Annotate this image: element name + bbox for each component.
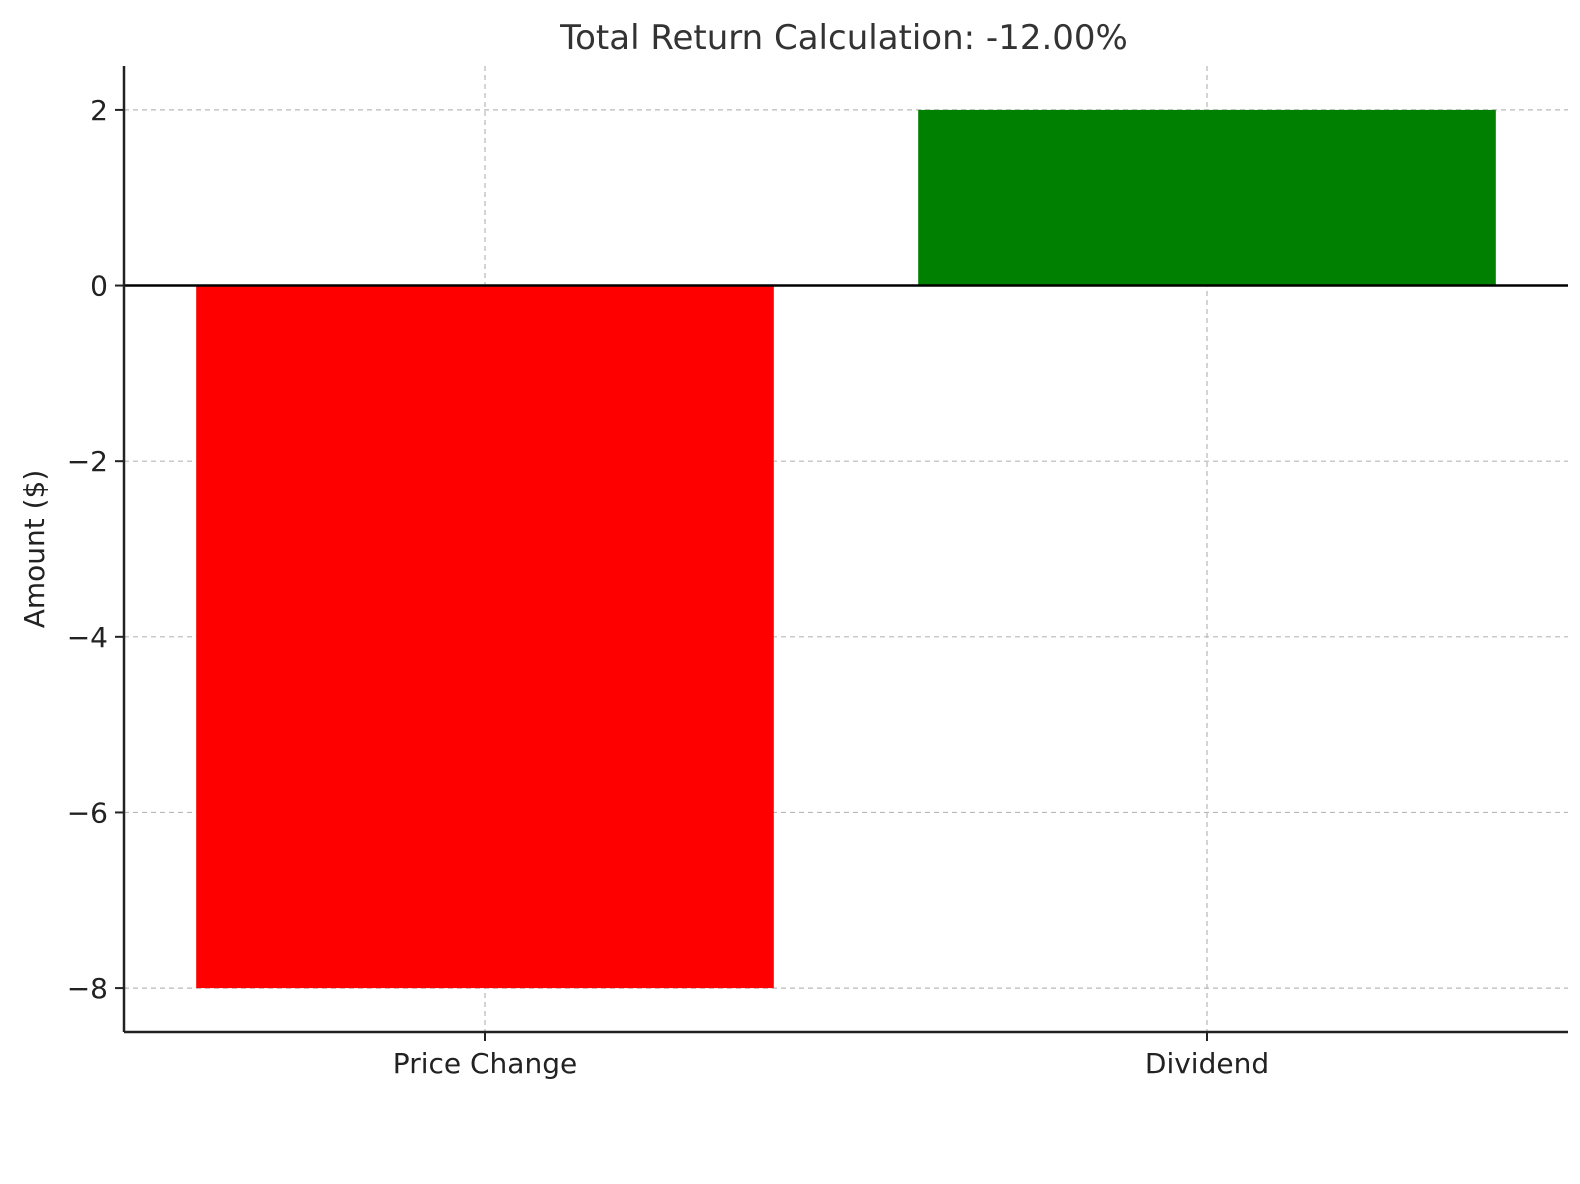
- y-tick-label: −2: [67, 445, 108, 478]
- y-tick-label: 0: [90, 270, 108, 303]
- y-ticks: −8 −6 −4 −2 0 2: [67, 94, 124, 1005]
- chart-title: Total Return Calculation: -12.00%: [559, 18, 1128, 58]
- axes: [122, 66, 1568, 1034]
- y-tick-label: −4: [67, 621, 108, 654]
- bars: [124, 109, 1568, 989]
- x-tick-label: Price Change: [393, 1047, 577, 1080]
- y-tick-label: −8: [67, 972, 108, 1005]
- y-tick-label: −6: [67, 796, 108, 829]
- x-tick-label: Dividend: [1145, 1047, 1269, 1080]
- x-ticks: Price Change Dividend: [393, 1032, 1269, 1080]
- y-axis-label: Amount ($): [18, 470, 51, 629]
- y-tick-label: 2: [90, 94, 108, 127]
- bar-dividend: [918, 109, 1496, 286]
- bar-price-change: [196, 285, 774, 989]
